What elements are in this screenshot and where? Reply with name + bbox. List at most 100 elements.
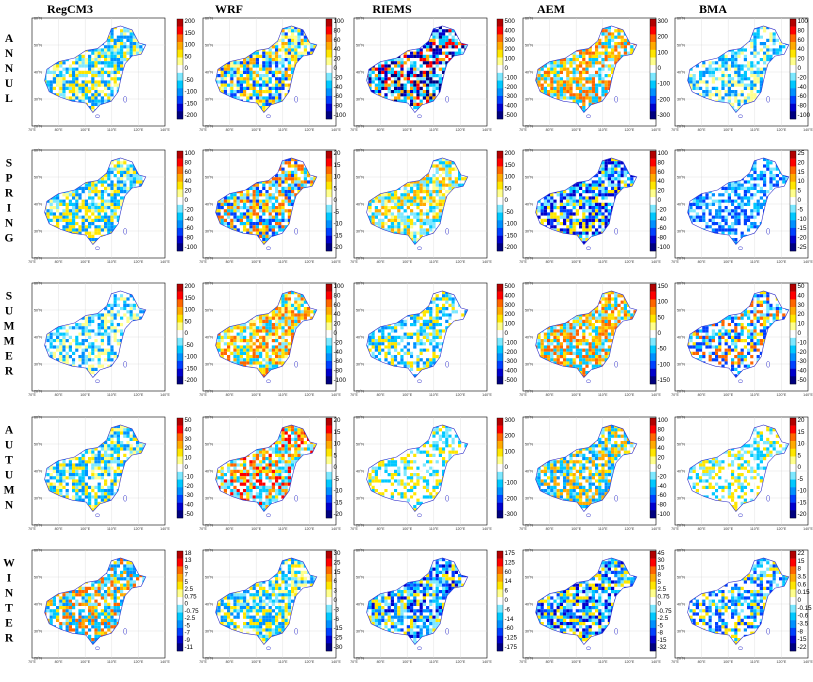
bias-cell (100, 99, 104, 103)
bias-cell (252, 54, 256, 58)
bias-cell (56, 74, 60, 78)
bias-cell (419, 70, 423, 74)
bias-cell (132, 35, 136, 39)
bias-cell (81, 58, 85, 62)
bias-cell (126, 186, 130, 190)
bias-cell (432, 29, 436, 33)
bias-cell (100, 54, 104, 58)
bias-cell (294, 42, 298, 46)
bias-cell (107, 199, 111, 203)
bias-cell (400, 90, 404, 94)
bias-cell (617, 51, 621, 55)
lon-tick-label: 100°E (251, 128, 261, 132)
bias-cell (239, 80, 243, 84)
bias-cell (607, 54, 611, 58)
bias-cell (595, 83, 599, 87)
row-label-letter: E (5, 351, 13, 363)
bias-cell (94, 183, 98, 187)
row-label-letter: N (5, 588, 14, 600)
bias-cell (278, 83, 282, 87)
bias-cell (540, 67, 544, 71)
bias-cell (72, 80, 76, 84)
bias-cell (413, 67, 417, 71)
bias-cell (537, 83, 541, 87)
colorbar-tick-label: 60 (334, 37, 341, 44)
bias-cell (772, 54, 776, 58)
bias-cell (123, 51, 127, 55)
country-border (687, 25, 790, 113)
bias-cell (75, 202, 79, 206)
bias-cell (52, 74, 56, 78)
bias-cell (265, 58, 269, 62)
bias-cell (448, 58, 452, 62)
colorbar-segment (790, 49, 796, 58)
colorbar-tick-label: 150 (185, 30, 196, 37)
bias-cell (731, 74, 735, 78)
bias-cell (278, 99, 282, 103)
bias-cell (406, 67, 410, 71)
bias-cell (702, 90, 706, 94)
bias-cell (419, 99, 423, 103)
bias-cell (116, 158, 120, 162)
bias-cell (236, 96, 240, 100)
bias-cell (750, 74, 754, 78)
bias-cell (390, 83, 394, 87)
bias-cell (582, 58, 586, 62)
bias-cell (540, 74, 544, 78)
bias-cell (129, 38, 133, 42)
bias-cell (708, 80, 712, 84)
bias-cell (72, 61, 76, 65)
bias-cell (107, 206, 111, 210)
bias-cell (100, 70, 104, 74)
bias-cell (59, 199, 63, 203)
bias-cell (711, 86, 715, 90)
bias-cell (91, 58, 95, 62)
bias-cell (75, 199, 79, 203)
bias-cell (747, 83, 751, 87)
bias-cell (113, 67, 117, 71)
bias-cell (413, 64, 417, 68)
bias-cell (104, 64, 108, 68)
bias-cell (255, 54, 259, 58)
bias-cell (400, 86, 404, 90)
bias-cell (410, 54, 414, 58)
bias-cell (759, 86, 763, 90)
bias-cell (724, 67, 728, 71)
bias-cell (268, 90, 272, 94)
bias-cell (287, 61, 291, 65)
bias-cell (579, 96, 583, 100)
bias-cell (543, 77, 547, 81)
bias-cell (715, 93, 719, 97)
bias-cell (563, 61, 567, 65)
bias-cell (56, 93, 60, 97)
bias-cell (598, 45, 602, 49)
bias-cell (387, 86, 391, 90)
bias-cell (416, 90, 420, 94)
bias-cell (271, 83, 275, 87)
bias-cell (750, 90, 754, 94)
colorbar-segment (497, 88, 503, 97)
bias-cell (448, 38, 452, 42)
bias-cell (368, 67, 372, 71)
bias-cell (547, 90, 551, 94)
bias-cell (262, 67, 266, 71)
bias-cell (699, 77, 703, 81)
bias-cell (44, 77, 47, 81)
bias-cell (591, 99, 595, 103)
bias-cell (120, 199, 124, 203)
bias-cell (139, 51, 143, 55)
bias-cell (429, 45, 433, 49)
bias-cell (448, 42, 452, 46)
bias-cell (104, 199, 108, 203)
bias-cell (113, 38, 117, 42)
bias-cell (400, 99, 404, 103)
bias-cell (120, 51, 124, 55)
bias-cell (78, 83, 82, 87)
bias-cell (252, 70, 256, 74)
bias-cell (262, 106, 266, 110)
bias-cell (559, 64, 563, 68)
bias-cell (426, 70, 430, 74)
bias-cell (239, 86, 243, 90)
bias-cell (249, 96, 253, 100)
bias-cell (588, 86, 592, 90)
